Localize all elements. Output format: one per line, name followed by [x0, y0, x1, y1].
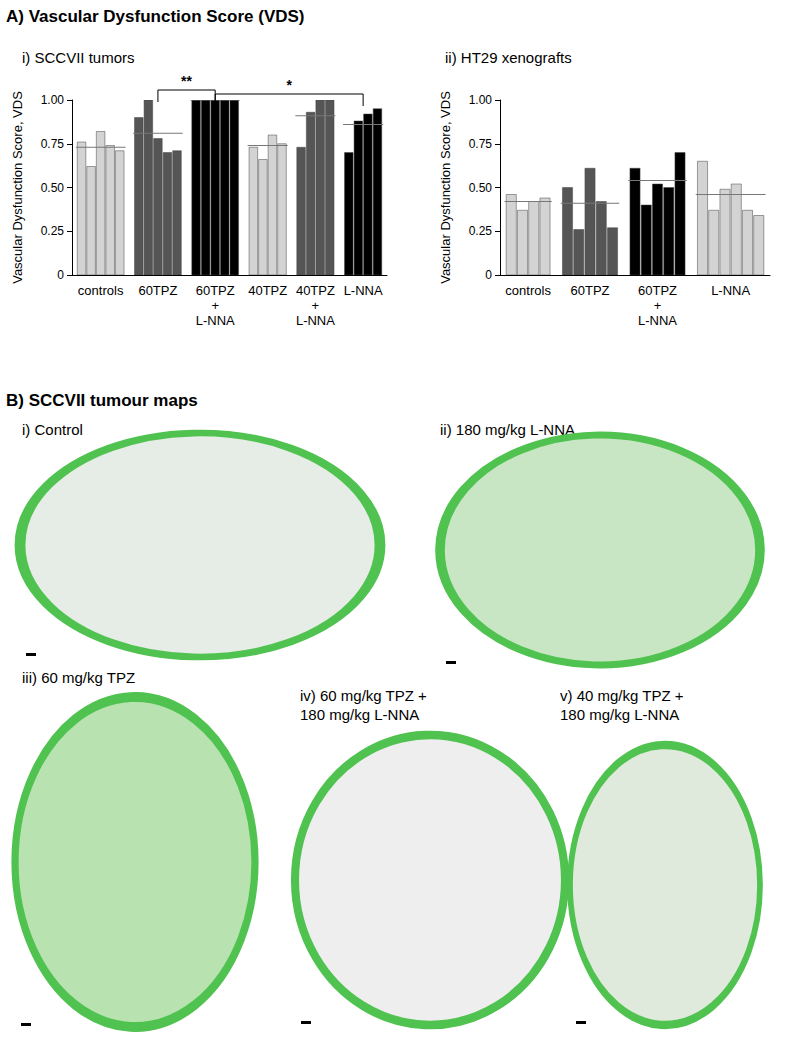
svg-text:L-NNA: L-NNA — [638, 313, 677, 328]
svg-text:60TPZ: 60TPZ — [570, 283, 609, 298]
svg-text:B) SCCVII tumour maps: B) SCCVII tumour maps — [6, 391, 198, 410]
svg-text:L-NNA: L-NNA — [711, 283, 750, 298]
svg-text:180 mg/kg L-NNA: 180 mg/kg L-NNA — [560, 706, 679, 723]
svg-text:1.00: 1.00 — [41, 93, 65, 107]
svg-text:*: * — [286, 77, 292, 93]
svg-text:iv) 60 mg/kg TPZ +: iv) 60 mg/kg TPZ + — [300, 687, 427, 704]
svg-text:+: + — [211, 298, 219, 313]
svg-text:L-NNA: L-NNA — [344, 283, 383, 298]
svg-text:ii) HT29 xenografts: ii) HT29 xenografts — [445, 49, 572, 66]
svg-text:L-NNA: L-NNA — [296, 313, 335, 328]
svg-text:0.75: 0.75 — [41, 137, 65, 151]
svg-text:i) SCCVII tumors: i) SCCVII tumors — [22, 49, 135, 66]
svg-text:ii) 180 mg/kg L-NNA: ii) 180 mg/kg L-NNA — [440, 421, 575, 438]
svg-text:0.50: 0.50 — [41, 181, 65, 195]
svg-text:i) Control: i) Control — [22, 421, 83, 438]
svg-text:iii) 60 mg/kg TPZ: iii) 60 mg/kg TPZ — [22, 669, 135, 686]
svg-text:controls: controls — [78, 283, 124, 298]
svg-text:v) 40 mg/kg TPZ +: v) 40 mg/kg TPZ + — [560, 687, 684, 704]
svg-text:60TPZ: 60TPZ — [138, 283, 177, 298]
svg-text:L-NNA: L-NNA — [196, 313, 235, 328]
svg-text:0: 0 — [57, 268, 64, 282]
svg-text:60TPZ: 60TPZ — [638, 283, 677, 298]
svg-text:40TPZ: 40TPZ — [296, 283, 335, 298]
svg-text:0.25: 0.25 — [469, 224, 493, 238]
svg-text:Vascular Dysfunction Score, VD: Vascular Dysfunction Score, VDS — [10, 91, 25, 284]
svg-text:controls: controls — [505, 283, 551, 298]
svg-text:60TPZ: 60TPZ — [196, 283, 235, 298]
svg-text:180 mg/kg L-NNA: 180 mg/kg L-NNA — [300, 706, 419, 723]
svg-text:1.00: 1.00 — [469, 93, 493, 107]
svg-text:**: ** — [181, 73, 192, 89]
svg-text:+: + — [654, 298, 662, 313]
svg-text:0.75: 0.75 — [469, 137, 493, 151]
svg-text:0: 0 — [485, 268, 492, 282]
svg-text:Vascular Dysfunction Score, VD: Vascular Dysfunction Score, VDS — [438, 91, 453, 284]
svg-text:0.50: 0.50 — [469, 181, 493, 195]
svg-text:40TPZ: 40TPZ — [248, 283, 287, 298]
svg-text:+: + — [312, 298, 320, 313]
svg-text:A) Vascular Dysfunction Score: A) Vascular Dysfunction Score (VDS) — [6, 7, 305, 26]
svg-text:0.25: 0.25 — [41, 224, 65, 238]
